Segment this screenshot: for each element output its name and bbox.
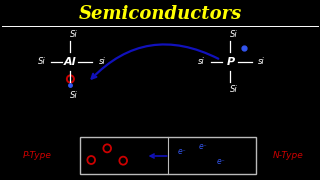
- Text: Si: Si: [70, 91, 78, 100]
- Text: Si: Si: [38, 57, 45, 66]
- Text: Si: Si: [230, 84, 238, 93]
- FancyArrowPatch shape: [150, 154, 167, 158]
- Text: e⁻: e⁻: [216, 157, 225, 166]
- FancyArrowPatch shape: [92, 44, 218, 78]
- Text: Al: Al: [64, 57, 77, 67]
- Text: si: si: [258, 57, 265, 66]
- Text: Si: Si: [70, 30, 78, 39]
- Text: Semiconductors: Semiconductors: [78, 5, 242, 23]
- Text: si: si: [99, 57, 106, 66]
- Text: N-Type: N-Type: [273, 151, 303, 160]
- Text: si: si: [198, 57, 205, 66]
- Text: P: P: [226, 57, 235, 67]
- Text: P-Type: P-Type: [22, 151, 51, 160]
- Text: e⁻: e⁻: [178, 147, 187, 156]
- Text: e⁻: e⁻: [199, 142, 208, 151]
- Bar: [80, 137, 256, 174]
- Text: Si: Si: [230, 30, 238, 39]
